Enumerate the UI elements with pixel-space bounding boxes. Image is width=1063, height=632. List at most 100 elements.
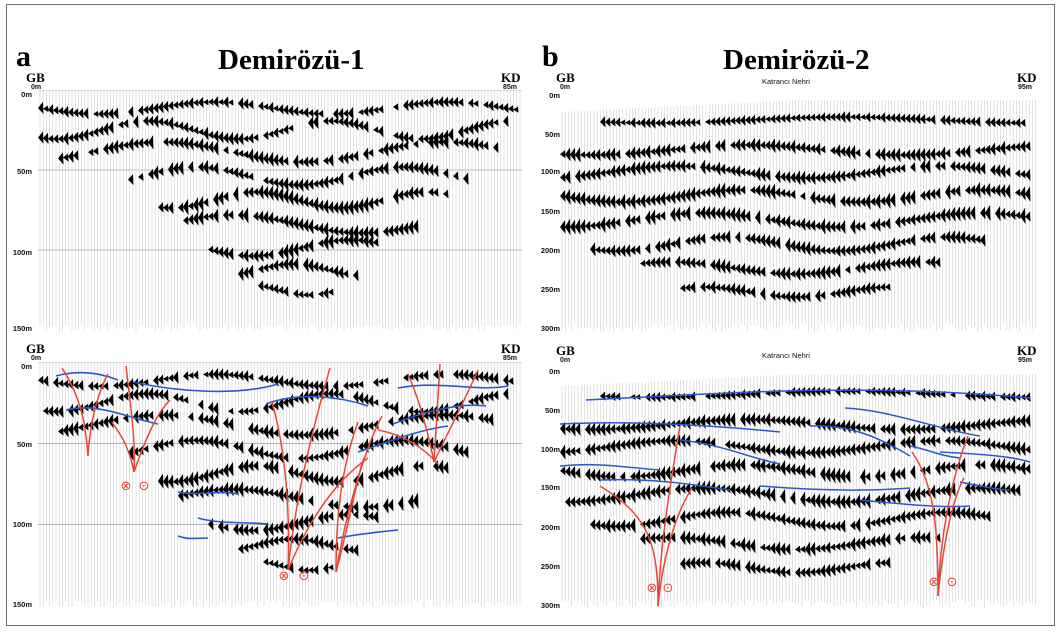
b-bottom-depth-250: 250m (540, 562, 560, 571)
horizon-line (809, 425, 911, 457)
horizon-line (679, 439, 781, 465)
fault-line (911, 451, 939, 597)
a-bottom-depth-150: 150m (12, 600, 32, 609)
reflector-band (560, 411, 1031, 437)
trace-lines (39, 90, 521, 332)
reflector-band (158, 184, 449, 216)
reflector-band (680, 556, 891, 579)
fault-line (111, 421, 135, 473)
reflector-band (560, 456, 1031, 486)
fault-into-page-symbol: ⊗ (929, 575, 940, 590)
fault-line (335, 457, 365, 573)
b-bottom-depth-300: 300m (540, 601, 560, 610)
fault-out-of-page-symbol: ⊙ (663, 581, 674, 596)
seismic-section-a-bottom: ⊗ ⊙ ⊗ ⊙ (38, 362, 522, 608)
fault-into-page-symbol: ⊗ (121, 479, 132, 494)
b-top-depth-0: 0m (549, 91, 560, 100)
fault-line (937, 435, 969, 597)
fault-line (433, 363, 441, 463)
fault-line (287, 367, 331, 571)
b-top-river-label: Katrancı Nehri (762, 77, 810, 86)
horizon-line (397, 384, 509, 389)
b-bottom-left-dir: GB (556, 343, 575, 358)
b-top-right-dir: KD (1017, 70, 1037, 85)
b-bottom-depth-150: 150m (540, 483, 560, 492)
horizon-line (859, 499, 971, 508)
a-top-right-dir: KD (501, 70, 521, 85)
seismic-section-b-top (560, 100, 1036, 332)
figure-frame (6, 4, 1055, 626)
b-top-left-dist: 0m (560, 84, 571, 91)
reflector-band (680, 280, 891, 304)
reflector-band (560, 158, 1031, 186)
horizon-line (197, 517, 269, 525)
a-bottom-right-dir: KD (501, 341, 521, 356)
panel-letter-a: a (16, 40, 31, 73)
horizon-line (959, 481, 1011, 491)
horizon-line (939, 451, 1031, 463)
b-bottom-depth-0: 0m (549, 367, 560, 376)
horizon-line (132, 381, 279, 393)
fault-line (937, 477, 965, 597)
horizon-line (560, 463, 661, 471)
fault-line (271, 401, 290, 571)
fault-out-of-page-symbol: ⊙ (947, 575, 958, 590)
fault-line (87, 373, 109, 457)
b-bottom-depth-100: 100m (540, 445, 560, 454)
fault-out-of-page-symbol: ⊙ (139, 479, 150, 494)
reflector-band (238, 256, 359, 282)
reflector-band (565, 480, 1021, 510)
b-top-depth-300: 300m (540, 324, 560, 333)
a-top-depth-50: 50m (16, 167, 32, 176)
panel-letter-b: b (542, 40, 559, 73)
b-bottom-depth-50: 50m (544, 406, 560, 415)
b-bottom-river-label: Katrancı Nehri (762, 351, 810, 360)
reflector-band (640, 529, 941, 557)
b-bottom-right-dir: KD (1017, 343, 1037, 358)
reflector-band (560, 433, 1031, 461)
b-top-depth-50: 50m (544, 130, 560, 139)
reflector-band (208, 508, 379, 539)
reflector-band (640, 254, 941, 282)
reflector-band (128, 159, 469, 192)
horizon-line (844, 407, 981, 437)
fault-into-page-symbol: ⊗ (279, 569, 290, 584)
b-top-left-dir: GB (556, 70, 575, 85)
horizon-line (177, 491, 239, 495)
a-top-left-dir: GB (26, 70, 45, 85)
a-top-depth-150: 150m (12, 324, 32, 333)
a-top-left-dist: 0m (31, 84, 42, 91)
seismic-section-b-bottom: ⊗ ⊙ ⊗ ⊙ (560, 374, 1036, 608)
reflector-band (208, 232, 379, 263)
fault-line (657, 487, 693, 607)
a-top-right-dist: 85m (503, 84, 518, 91)
fault-line (433, 369, 479, 463)
reflector-band (600, 111, 1026, 129)
fault-line (599, 485, 659, 607)
a-bottom-depth-0: 0m (21, 362, 32, 371)
reflector-band (560, 137, 1031, 163)
seismic-section-a-top (38, 90, 522, 332)
a-bottom-depth-100: 100m (12, 520, 32, 529)
horizon-line (909, 445, 961, 459)
fault-line (61, 367, 89, 457)
b-top-right-dist: 95m (1018, 84, 1033, 91)
fault-into-page-symbol: ⊗ (647, 581, 658, 596)
b-top-depth-150: 150m (540, 207, 560, 216)
b-bottom-right-dist: 95m (1018, 357, 1033, 364)
b-top-depth-100: 100m (540, 167, 560, 176)
b-bottom-left-dist: 0m (560, 357, 571, 364)
a-bottom-left-dir: GB (26, 341, 45, 356)
horizon-line (265, 395, 369, 407)
panel-title-b: Demirözü-2 (723, 44, 870, 76)
a-top-depth-0: 0m (21, 90, 32, 99)
horizon-line (759, 485, 911, 491)
reflector-band (58, 134, 499, 170)
horizon-line (392, 404, 487, 425)
reflector-band (560, 181, 1031, 211)
reflector-band (263, 558, 334, 575)
reflector-band (183, 206, 419, 242)
reflector-band (600, 385, 1031, 403)
horizon-line (585, 389, 1031, 401)
horizon-line (560, 421, 781, 433)
